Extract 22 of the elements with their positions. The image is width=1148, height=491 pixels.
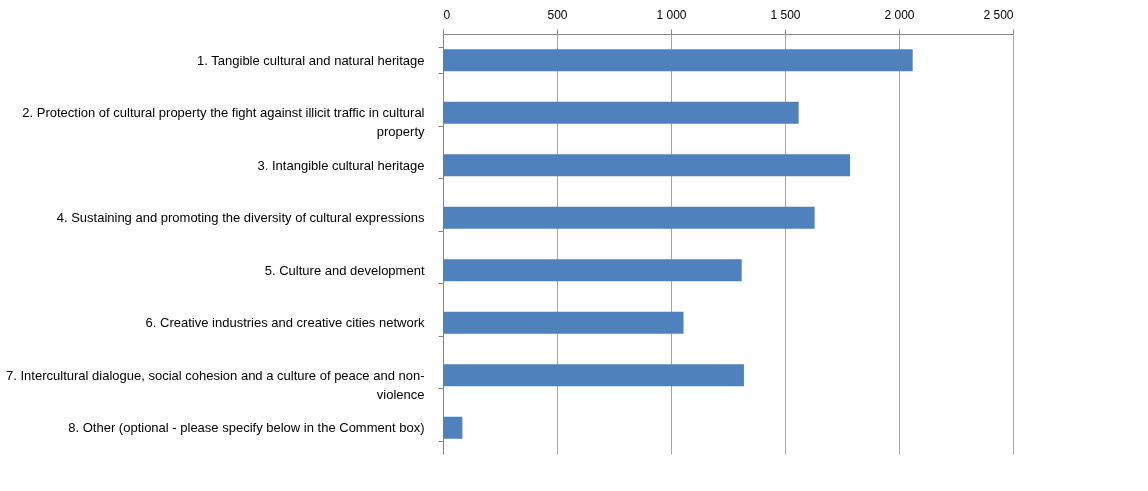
bar [443, 154, 850, 177]
x-tick-label: 1 500 [770, 7, 801, 22]
y-tick-label: 4. Sustaining and promoting the diversity of cultural expressions [56, 210, 425, 226]
y-tick-label: 1. Tangible cultural and natural heritage [197, 52, 425, 68]
bar [443, 416, 463, 439]
bar [443, 259, 742, 282]
x-tick-label: 2 500 [983, 7, 1014, 22]
y-tick-label: 3. Intangible cultural heritage [257, 157, 425, 173]
bar [443, 206, 815, 229]
x-tick-label: 1 000 [656, 7, 687, 22]
bar [443, 364, 744, 387]
y-tick-label: 2. Protection of cultural property the fight against illicit traffic in cultural property [22, 105, 425, 140]
bar [443, 49, 913, 72]
y-tick-label: 6. Creative industries and creative cities network [145, 315, 425, 331]
x-tick-label: 2 000 [884, 7, 915, 22]
x-tick-label: 500 [547, 7, 568, 22]
y-tick-label: 7. Intercultural dialogue, social cohesion and a culture of peace and non-violence [6, 367, 425, 402]
x-tick-label: 0 [443, 7, 451, 22]
bar [443, 101, 799, 124]
y-tick-label: 5. Culture and development [264, 262, 425, 278]
y-tick-label: 8. Other (optional - please specify below in the Comment box) [68, 420, 425, 436]
bar [443, 311, 684, 334]
